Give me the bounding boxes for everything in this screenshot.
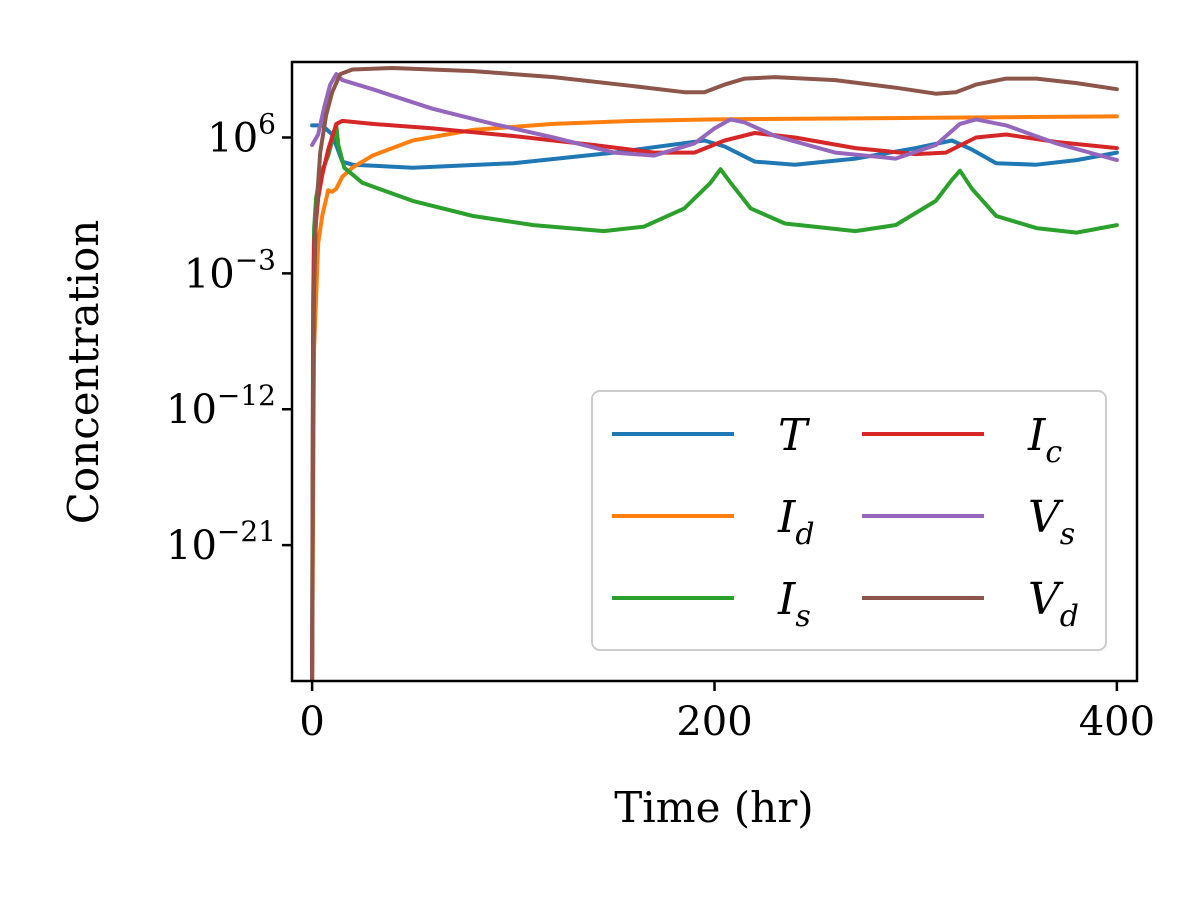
y-tick-exponent: −12 <box>217 379 276 412</box>
legend-label: Is <box>777 574 811 634</box>
legend-label: Id <box>777 492 815 552</box>
y-tick-base: 10 <box>166 523 217 569</box>
legend-item-v-s: Vs <box>862 492 1075 552</box>
legend-symbol: T <box>778 410 811 461</box>
legend-label: Ic <box>1027 410 1062 470</box>
legend-symbol: I <box>1027 410 1047 461</box>
legend-subscript: s <box>1060 517 1075 552</box>
legend-subscript: d <box>795 517 814 552</box>
legend-subscript: c <box>1045 435 1062 470</box>
legend-symbol: V <box>1028 574 1064 625</box>
legend-item-v-d: Vd <box>862 574 1079 634</box>
y-tick-label: 10−12 <box>166 379 276 433</box>
series-line-v-s <box>310 72 1119 163</box>
legend-label: Vd <box>1028 574 1079 634</box>
legend-box <box>591 390 1107 651</box>
legend-label: Vs <box>1028 492 1075 552</box>
legend-subscript: s <box>795 599 810 634</box>
y-tick-label: 106 <box>207 107 276 161</box>
y-tick-exponent: −3 <box>235 243 276 276</box>
y-tick-label: 10−21 <box>166 515 276 569</box>
legend-item-t: T <box>612 410 811 461</box>
legend-label: T <box>778 410 811 461</box>
series-line-v-d <box>310 66 1119 681</box>
series-line-i-d <box>310 114 1119 681</box>
x-axis-label: Time (hr) <box>614 783 813 832</box>
y-tick-base: 10 <box>166 387 217 433</box>
x-axis: 0 200 400 <box>299 681 1155 745</box>
y-tick-exponent: 6 <box>258 107 276 140</box>
x-tick-label: 200 <box>676 699 752 745</box>
series-layer <box>310 66 1119 681</box>
x-tick-label: 0 <box>299 699 324 745</box>
legend-item-i-c: Ic <box>862 410 1062 470</box>
legend-symbol: V <box>1028 492 1064 543</box>
y-tick-base: 10 <box>184 251 235 297</box>
legend-item-i-d: Id <box>612 492 815 552</box>
legend-symbol: I <box>777 574 797 625</box>
series-line-i-c <box>310 118 1119 681</box>
legend-subscript: d <box>1060 599 1079 634</box>
y-tick-exponent: −21 <box>217 515 276 548</box>
legend-symbol: I <box>777 492 797 543</box>
x-tick-label: 400 <box>1079 699 1155 745</box>
y-tick-label: 10−3 <box>184 243 276 297</box>
y-tick-base: 10 <box>207 115 258 161</box>
legend-item-i-s: Is <box>612 574 811 634</box>
y-axis-label: Concentration <box>59 220 108 525</box>
